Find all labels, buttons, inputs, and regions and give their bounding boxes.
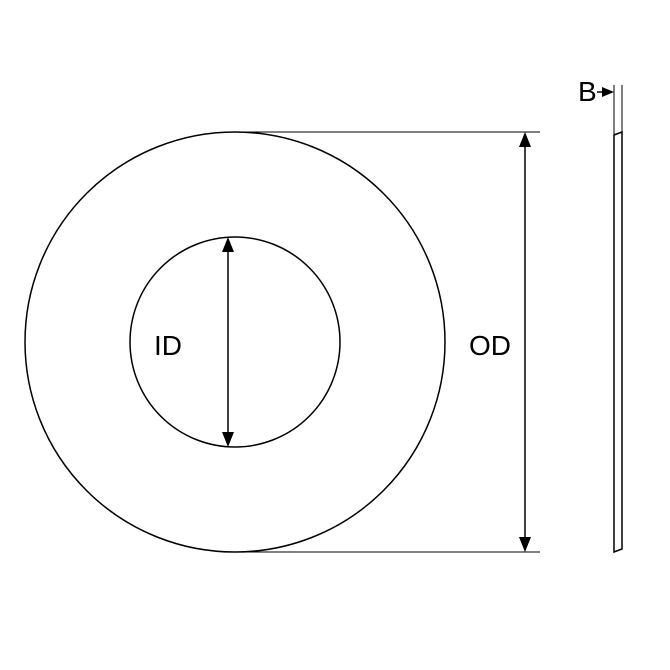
id-dimension xyxy=(222,237,234,447)
diagram-container: ID OD B xyxy=(0,0,670,670)
b-label: B xyxy=(578,76,597,108)
outer-circle xyxy=(25,132,445,552)
side-view xyxy=(614,132,622,552)
od-label: OD xyxy=(469,330,511,362)
washer-diagram xyxy=(0,0,670,670)
b-dimension xyxy=(597,85,622,135)
id-label: ID xyxy=(154,330,182,362)
